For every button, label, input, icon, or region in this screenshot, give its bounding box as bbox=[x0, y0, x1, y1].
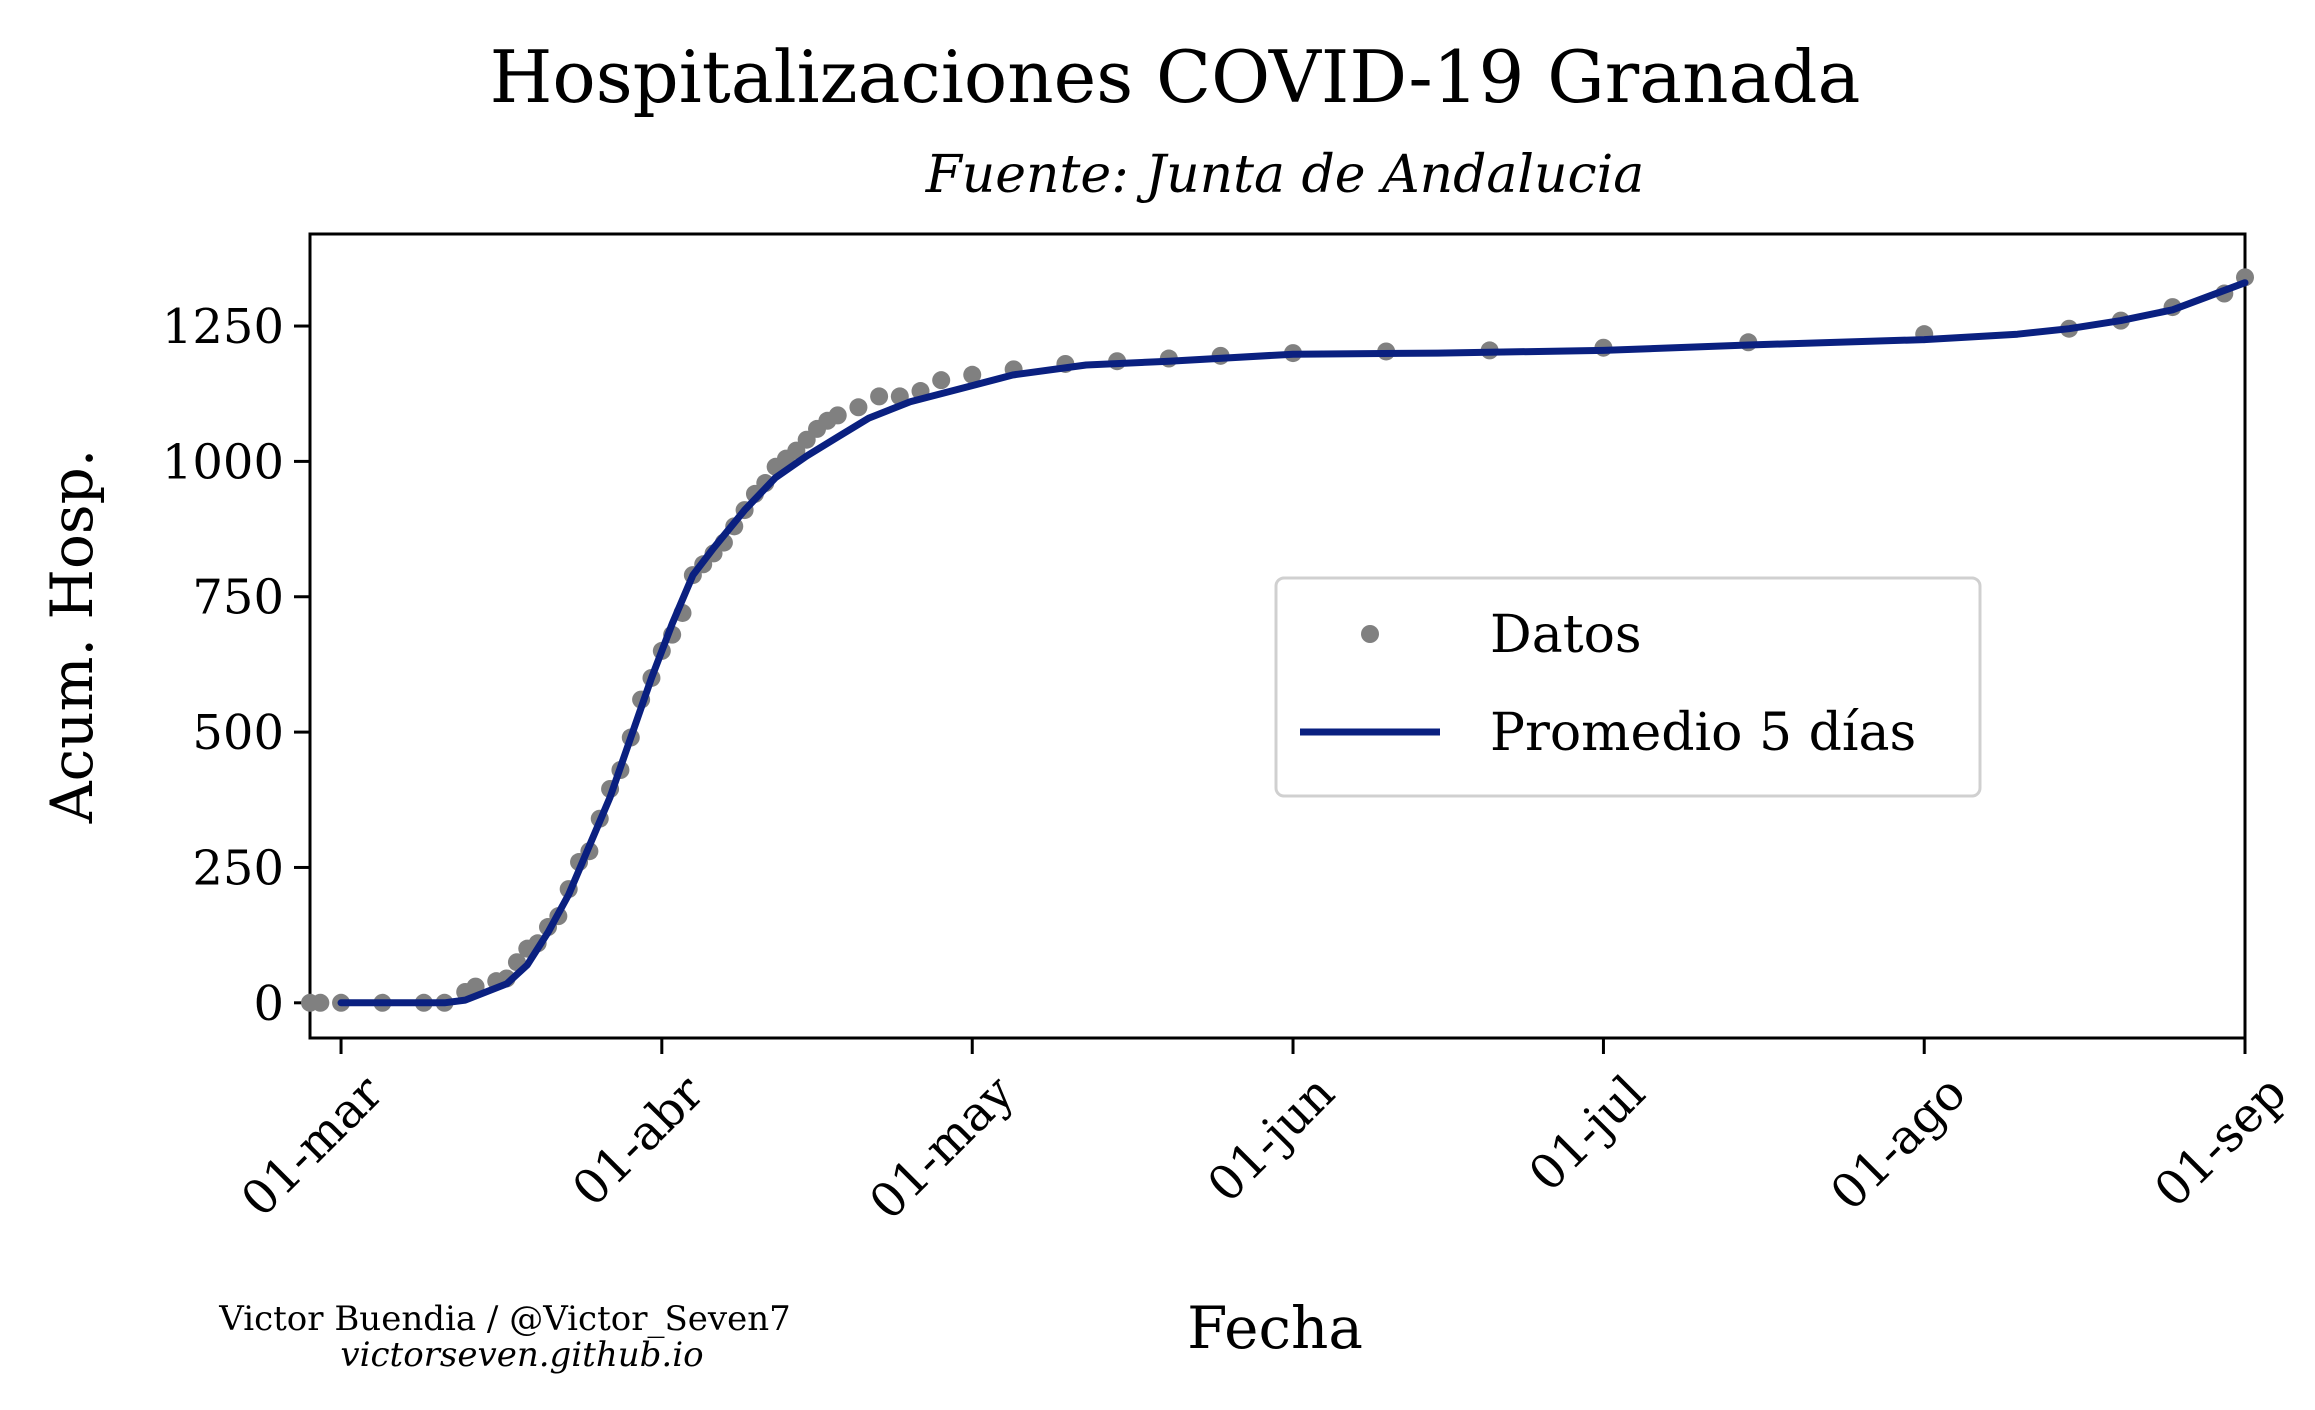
series-layer bbox=[301, 268, 2254, 1012]
x-tick-label: 01-abr bbox=[562, 1065, 714, 1217]
credit-website: victorseven.github.io bbox=[340, 1335, 703, 1375]
data-point bbox=[932, 371, 951, 390]
x-tick-label: 01-sep bbox=[2144, 1065, 2297, 1218]
y-axis: 0 250 500 750 1000 1250 bbox=[162, 299, 310, 1032]
legend-marker-datos bbox=[1361, 625, 1379, 643]
chart-title: Hospitalizaciones COVID-19 Granada bbox=[490, 35, 1861, 119]
legend-label-promedio: Promedio 5 días bbox=[1490, 703, 1916, 763]
y-tick-label: 1250 bbox=[162, 299, 284, 355]
legend: Datos Promedio 5 días bbox=[1274, 576, 1982, 798]
data-point bbox=[849, 398, 868, 417]
data-point bbox=[311, 993, 330, 1012]
x-tick-label: 01-jul bbox=[1518, 1065, 1655, 1202]
credit-author: Victor Buendia / @Victor_Seven7 bbox=[218, 1299, 790, 1339]
x-tick-label: 01-ago bbox=[1820, 1065, 1977, 1222]
y-tick-label: 250 bbox=[192, 840, 284, 896]
legend-box bbox=[1274, 576, 1982, 798]
plot-area bbox=[308, 232, 2247, 1040]
y-tick-label: 750 bbox=[192, 570, 284, 626]
y-tick-label: 500 bbox=[192, 705, 284, 761]
x-axis-label: Fecha bbox=[1187, 1294, 1363, 1362]
data-point bbox=[870, 387, 889, 406]
y-axis-label: Acum. Hosp. bbox=[38, 449, 106, 824]
x-axis: 01-mar 01-abr 01-may 01-jun 01-jul 01-ago 01-s… bbox=[231, 1038, 2297, 1231]
data-point bbox=[828, 406, 847, 425]
x-tick-label: 01-jun bbox=[1197, 1065, 1346, 1214]
x-tick-label: 01-mar bbox=[231, 1065, 394, 1228]
data-point bbox=[963, 365, 982, 384]
chart-subtitle: Fuente: Junta de Andalucia bbox=[925, 145, 1645, 205]
y-tick-label: 1000 bbox=[162, 434, 284, 490]
y-tick-label: 0 bbox=[253, 976, 284, 1032]
x-tick-label: 01-may bbox=[859, 1065, 1025, 1231]
legend-label-datos: Datos bbox=[1490, 605, 1642, 665]
series-line bbox=[337, 279, 2249, 1007]
